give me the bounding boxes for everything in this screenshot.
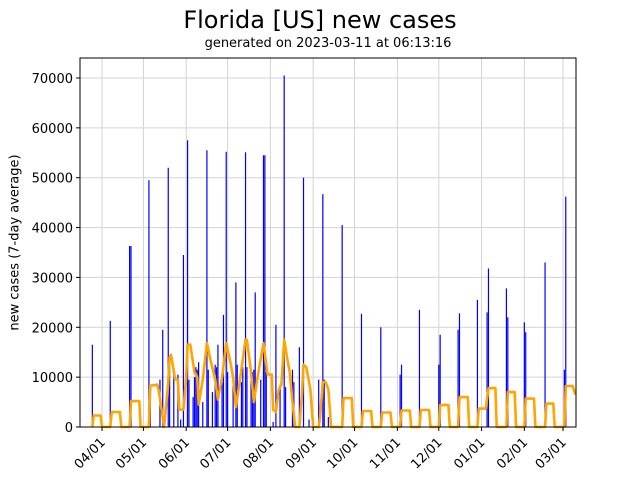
bar <box>439 334 441 427</box>
bar <box>283 75 285 427</box>
x-tick-label: 07/01 <box>197 435 234 472</box>
bar <box>162 329 164 427</box>
bar <box>246 367 248 427</box>
axes-frame <box>79 57 577 428</box>
bar <box>298 347 300 427</box>
bar <box>380 327 382 427</box>
bar <box>264 155 266 427</box>
bar <box>272 422 274 427</box>
y-tick-label: 60000 <box>32 122 73 137</box>
bar <box>188 379 190 427</box>
bar <box>457 329 459 427</box>
y-tick-label: 30000 <box>32 271 73 286</box>
bar <box>91 344 93 427</box>
bar <box>193 377 196 427</box>
x-axis-ticks: 04/01 05/01 06/01 07/01 08/01 09/01 10/01 11/01… <box>72 427 570 472</box>
y-tick-label: 70000 <box>32 72 73 87</box>
bar <box>308 419 310 427</box>
bar <box>109 320 111 427</box>
average-line <box>91 338 577 429</box>
bar <box>399 374 401 427</box>
bar <box>169 367 171 427</box>
bar <box>525 332 527 427</box>
x-tick-label: 05/01 <box>113 435 150 472</box>
bar <box>302 177 305 427</box>
x-tick-label: 01/01 <box>451 435 488 472</box>
bar <box>438 364 440 427</box>
y-tick-label: 50000 <box>32 172 73 187</box>
x-tick-label: 02/01 <box>494 435 531 472</box>
chart-title: Florida [US] new cases <box>183 6 457 34</box>
bar <box>254 292 256 427</box>
bar <box>242 367 244 427</box>
bar <box>327 417 329 427</box>
x-tick-label: 10/01 <box>324 435 361 472</box>
y-tick-label: 40000 <box>32 222 73 237</box>
bar <box>235 282 237 427</box>
bar <box>505 288 508 427</box>
bar <box>130 246 132 427</box>
bar <box>182 254 185 427</box>
x-tick-label: 04/01 <box>72 435 109 472</box>
bar <box>227 372 229 427</box>
bar <box>523 322 525 427</box>
bar <box>544 262 546 427</box>
bar <box>232 379 234 427</box>
bar <box>279 384 281 427</box>
chart-subtitle: generated on 2023-03-11 at 06:13:16 <box>204 36 452 51</box>
x-tick-label: 09/01 <box>283 435 320 472</box>
y-axis-ticks: 0 10000 20000 30000 40000 50000 60000 70000 <box>32 72 80 436</box>
bar <box>458 313 461 427</box>
bar <box>275 324 277 427</box>
bar <box>207 369 209 427</box>
x-tick-label: 08/01 <box>240 435 277 472</box>
bar <box>240 382 243 427</box>
bar <box>265 372 267 427</box>
seven-day-average-line <box>91 338 577 429</box>
bar <box>486 312 488 427</box>
bar <box>195 367 197 427</box>
bar <box>186 140 189 428</box>
bar <box>192 397 194 427</box>
bar <box>565 196 567 427</box>
bar <box>418 309 421 427</box>
bar <box>206 150 208 428</box>
bar <box>202 402 204 427</box>
bar <box>323 379 325 427</box>
bar <box>507 317 509 427</box>
bar <box>173 372 175 427</box>
bar <box>322 194 324 427</box>
grid-lines <box>80 58 576 428</box>
bar <box>250 369 252 427</box>
x-tick-label: 06/01 <box>156 435 193 472</box>
y-tick-label: 0 <box>65 421 73 436</box>
bar <box>476 299 479 427</box>
bar <box>211 392 214 427</box>
bar <box>318 379 320 427</box>
bar <box>260 379 262 427</box>
bar <box>244 152 247 427</box>
y-tick-label: 10000 <box>32 371 73 386</box>
bar <box>167 167 169 427</box>
x-tick-label: 11/01 <box>367 435 404 472</box>
bar <box>400 364 403 427</box>
y-tick-label: 20000 <box>32 321 73 336</box>
bar <box>129 246 131 427</box>
bar <box>360 313 363 427</box>
bar <box>225 151 227 427</box>
bar <box>180 419 182 427</box>
x-tick-label: 12/01 <box>409 435 446 472</box>
bar <box>214 364 216 427</box>
bar <box>148 180 150 427</box>
bar <box>221 382 223 427</box>
x-tick-label: 03/01 <box>533 435 570 472</box>
bar <box>284 387 287 427</box>
bar <box>262 155 265 427</box>
bar <box>217 344 219 427</box>
bar <box>487 268 490 427</box>
bar <box>341 225 343 427</box>
